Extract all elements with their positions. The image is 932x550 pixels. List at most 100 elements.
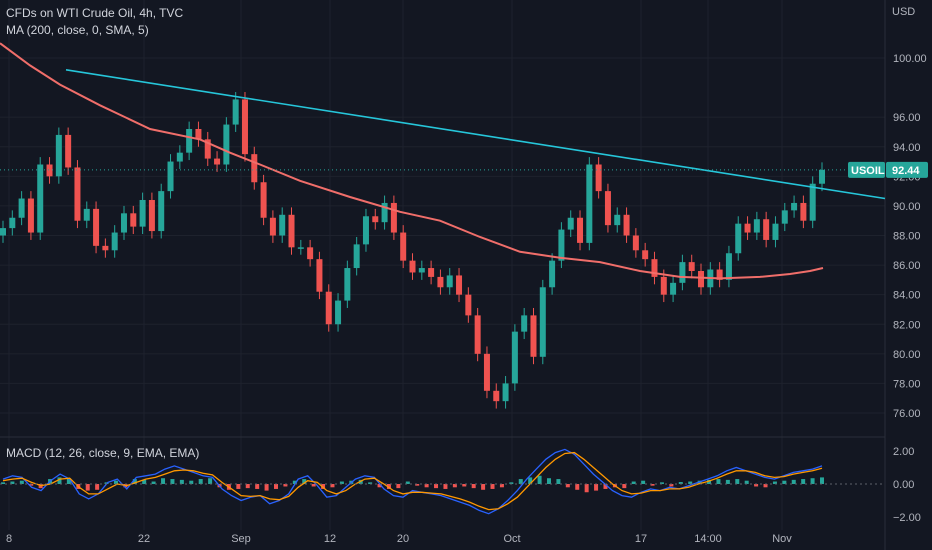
time-tick-label: 17 (635, 533, 647, 545)
macd-tick-label: −2.00 (893, 512, 921, 524)
candle-body (381, 202, 388, 223)
macd-bar (509, 482, 514, 484)
candle-body (335, 300, 342, 325)
candle-body (465, 294, 472, 316)
price-badge[interactable]: USOIL 92.44 (848, 161, 928, 178)
candle-body (809, 183, 816, 221)
time-tick-label: 20 (397, 533, 409, 545)
candle-body (120, 213, 127, 233)
candle-body (344, 268, 351, 301)
time-tick-label: 22 (138, 533, 150, 545)
candle-body (781, 210, 788, 224)
signal-line (2, 451, 823, 511)
candle-body (744, 223, 751, 233)
candle-body (176, 152, 183, 162)
macd-bar (584, 484, 589, 493)
macd-bar (641, 480, 646, 484)
currency-label: USD (892, 6, 915, 18)
price-tick-label: 82.00 (893, 319, 921, 331)
candle-body (400, 232, 407, 261)
ma-legend[interactable]: MA (200, close, 0, SMA, 5) (6, 23, 149, 37)
candle-body (74, 167, 81, 221)
macd-bar (57, 477, 62, 484)
macd-bar (688, 481, 693, 484)
macd-bar (85, 484, 90, 491)
macd-bar (622, 484, 627, 489)
macd-bar (735, 479, 740, 484)
macd-bar (10, 481, 15, 484)
macd-bar (311, 484, 316, 487)
candle-body (93, 208, 100, 246)
macd-histogram (1, 475, 824, 493)
macd-bar (170, 479, 175, 484)
candle-body (577, 217, 584, 243)
macd-bar (565, 484, 570, 488)
candle-body (186, 129, 193, 153)
candle-body (604, 191, 611, 226)
macd-bar (744, 480, 749, 484)
candle-body (409, 260, 416, 273)
macd-legend[interactable]: MACD (12, 26, close, 9, EMA, EMA) (6, 446, 200, 460)
candle-body (232, 99, 239, 125)
candle-body (260, 182, 267, 218)
ma-200-line[interactable] (0, 42, 824, 280)
candle-body (18, 198, 25, 218)
candle-body (660, 276, 667, 295)
macd-bar (142, 479, 147, 484)
candle-body (670, 282, 677, 295)
macd-bar (499, 484, 504, 488)
macd-bar (29, 484, 34, 486)
macd-bar (537, 475, 542, 484)
macd-bar (1, 482, 5, 484)
candle-body (521, 315, 528, 332)
candle-body (251, 154, 258, 183)
trendline[interactable] (65, 69, 886, 200)
macd-bar (377, 484, 382, 488)
candle-body (37, 164, 44, 233)
candle-body (586, 164, 593, 243)
macd-bar (255, 484, 260, 489)
macd-bar (321, 484, 326, 489)
macd-axis[interactable]: −2.00 0.00 2.00 (893, 446, 921, 524)
price-badge-value: 92.44 (892, 165, 920, 177)
candle-body (735, 223, 742, 254)
candle-body (102, 245, 109, 251)
macd-bar (292, 480, 297, 484)
macd-bar (113, 480, 118, 484)
candle-body (688, 262, 695, 271)
candle-body (614, 214, 621, 226)
candle-body (437, 276, 444, 288)
candle-body (46, 164, 53, 177)
macd-bar (415, 484, 420, 486)
macd-bar (339, 481, 344, 484)
chart-title[interactable]: CFDs on WTI Crude Oil, 4h, TVC (6, 6, 184, 20)
candle-body (698, 271, 705, 288)
candle-body (362, 216, 369, 245)
macd-bar (810, 478, 815, 484)
candle-body (763, 219, 770, 240)
candle-body (83, 208, 90, 221)
macd-bar (19, 480, 24, 484)
time-tick-label: 8 (6, 533, 12, 545)
price-tick-label: 84.00 (893, 290, 921, 302)
candle-body (623, 214, 630, 236)
price-tick-label: 90.00 (893, 201, 921, 213)
candle-body (716, 269, 723, 280)
time-tick-label: 12 (324, 533, 336, 545)
macd-bar (725, 479, 730, 484)
macd-bar (659, 482, 664, 484)
candle-body (148, 200, 155, 232)
time-axis[interactable]: 8 22 Sep 12 20 Oct 17 14:00 Nov (6, 533, 792, 545)
candle-body (456, 275, 463, 295)
price-tick-label: 78.00 (893, 378, 921, 390)
macd-bar (772, 481, 777, 484)
macd-bar (274, 484, 278, 489)
candle-body (167, 161, 174, 192)
candle-body (800, 202, 807, 221)
macd-tick-label: 0.00 (893, 479, 914, 491)
price-tick-label: 76.00 (893, 408, 921, 420)
candle-body (0, 228, 6, 236)
price-axis[interactable]: 76.00 78.00 80.00 82.00 84.00 86.00 88.00 90.00… (893, 53, 927, 420)
candle-body (297, 247, 304, 249)
